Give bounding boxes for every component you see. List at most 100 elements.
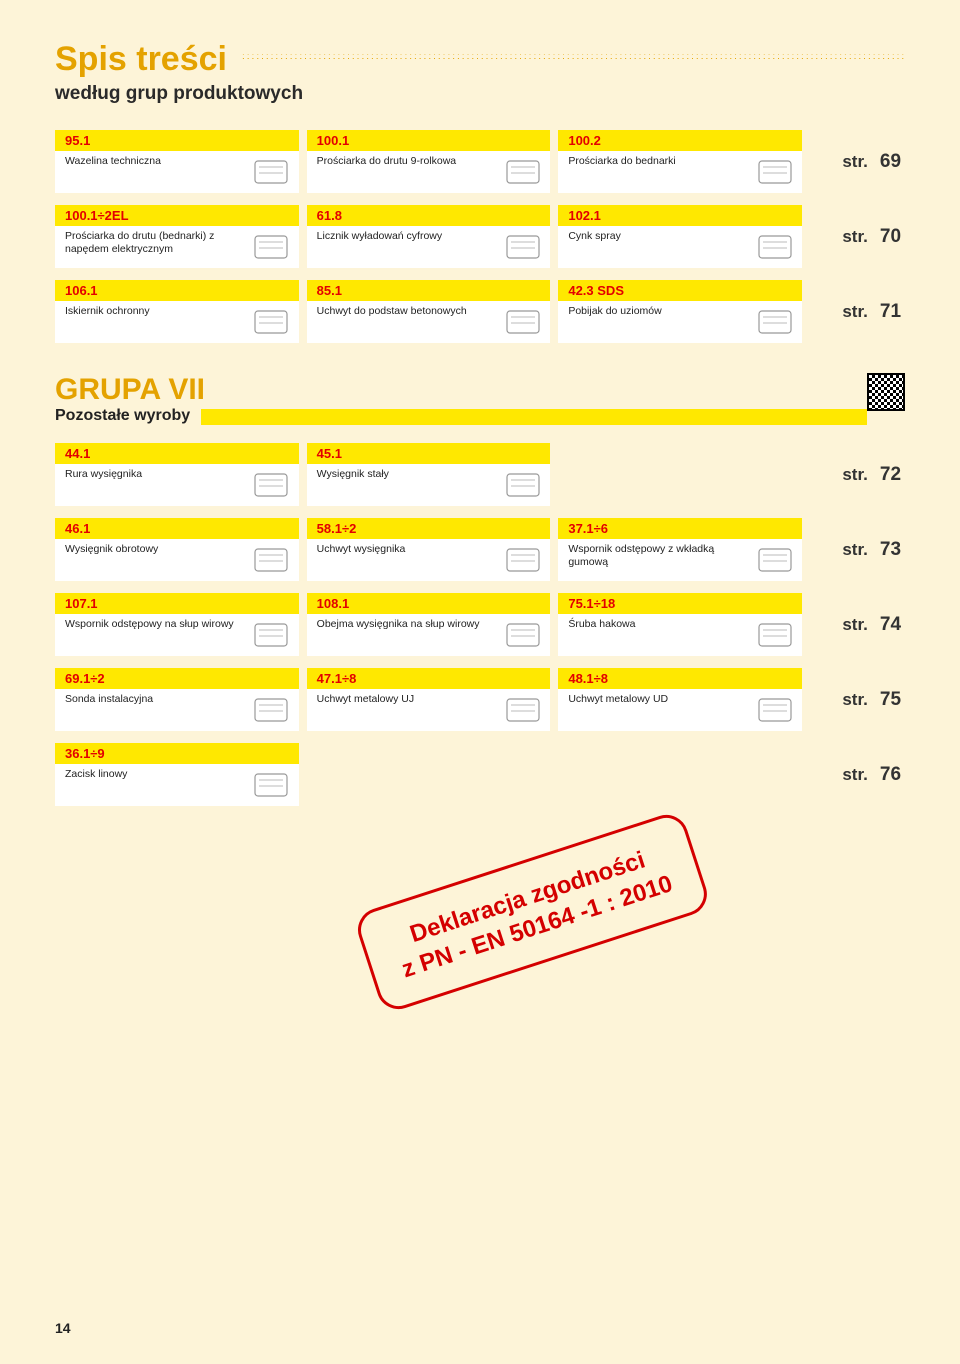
empty-cell [307, 743, 551, 806]
page-value: 74 [880, 614, 901, 636]
product-name: Licznik wyładowań cyfrowy [317, 230, 488, 243]
page-label: str. [842, 690, 868, 710]
product-body: Śruba hakowa [558, 614, 802, 656]
product-cell: 44.1Rura wysięgnika [55, 443, 299, 506]
product-body: Licznik wyładowań cyfrowy [307, 226, 551, 268]
product-cell: 95.1Wazelina techniczna [55, 130, 299, 193]
product-code: 69.1÷2 [55, 668, 299, 689]
product-icon [495, 301, 550, 343]
product-cell: 102.1 Cynk spray [558, 205, 802, 268]
page-reference: str.72 [810, 443, 905, 506]
page-number: 14 [55, 1320, 71, 1336]
page-reference: str.69 [810, 130, 905, 193]
page-reference: str. 75 [810, 668, 905, 731]
product-icon [495, 614, 550, 656]
product-name: Uchwyt wysięgnika [317, 543, 488, 556]
product-code: 106.1 [55, 280, 299, 301]
product-name: Obejma wysięgnika na słup wirowy [317, 618, 488, 631]
product-name: Śruba hakowa [568, 618, 739, 631]
product-icon [747, 301, 802, 343]
product-body: Cynk spray [558, 226, 802, 268]
empty-cell [558, 443, 802, 506]
product-name: Uchwyt metalowy UD [568, 693, 739, 706]
product-name: Wysięgnik stały [317, 468, 488, 481]
product-icon [244, 301, 299, 343]
page-label: str. [842, 227, 868, 247]
product-cell: 100.2 Prościarka do bednarki [558, 130, 802, 193]
page-value: 71 [880, 301, 901, 323]
page-value: 75 [880, 689, 901, 711]
product-icon [747, 539, 802, 581]
product-code: 46.1 [55, 518, 299, 539]
page-reference: str. 74 [810, 593, 905, 656]
product-icon [495, 151, 550, 193]
product-name: Wspornik odstępowy na słup wirowy [65, 618, 236, 631]
empty-cell [558, 743, 802, 806]
product-code: 102.1 [558, 205, 802, 226]
product-icon [244, 226, 299, 268]
product-name: Wspornik odstępowy z wkładką gumową [568, 543, 739, 568]
product-name: Rura wysięgnika [65, 468, 236, 481]
product-row: 107.1Wspornik odstępowy na słup wirowy10… [55, 593, 905, 656]
product-cell: 48.1÷8Uchwyt metalowy UD [558, 668, 802, 731]
product-row: 69.1÷2Sonda instalacyjna 47.1÷8 Uchwyt met… [55, 668, 905, 731]
qr-code-icon [867, 373, 905, 411]
product-name: Prościarka do drutu 9-rolkowa [317, 155, 488, 168]
product-body: Wysięgnik obrotowy [55, 539, 299, 581]
product-body: Pobijak do uziomów [558, 301, 802, 343]
product-row: 95.1Wazelina techniczna100.1Prościarka d… [55, 130, 905, 193]
product-icon [244, 614, 299, 656]
page-value: 73 [880, 539, 901, 561]
product-code: 75.1÷18 [558, 593, 802, 614]
product-body: Prościarka do drutu (bednarki) z napędem… [55, 226, 299, 268]
product-cell: 108.1 Obejma wysięgnika na słup wirowy [307, 593, 551, 656]
product-cell: 42.3 SDSPobijak do uziomów [558, 280, 802, 343]
product-body: Wspornik odstępowy z wkładką gumową [558, 539, 802, 581]
product-cell: 69.1÷2Sonda instalacyjna [55, 668, 299, 731]
product-cell: 107.1Wspornik odstępowy na słup wirowy [55, 593, 299, 656]
product-icon [747, 151, 802, 193]
product-body: Zacisk linowy [55, 764, 299, 806]
page-label: str. [842, 540, 868, 560]
declaration-stamp: Deklaracja zgodności z PN - EN 50164 -1 … [352, 809, 712, 1015]
page-label: str. [842, 465, 868, 485]
product-code: 108.1 [307, 593, 551, 614]
page-reference: str.76 [810, 743, 905, 806]
page-reference: str.71 [810, 280, 905, 343]
product-name: Pobijak do uziomów [568, 305, 739, 318]
product-name: Iskiernik ochronny [65, 305, 236, 318]
page-label: str. [842, 765, 868, 785]
product-cell: 61.8 Licznik wyładowań cyfrowy [307, 205, 551, 268]
page-reference: str. 73 [810, 518, 905, 581]
product-name: Prościarka do bednarki [568, 155, 739, 168]
product-body: Uchwyt metalowy UJ [307, 689, 551, 731]
product-cell: 75.1÷18 Śruba hakowa [558, 593, 802, 656]
product-code: 100.2 [558, 130, 802, 151]
product-icon [495, 226, 550, 268]
product-cell: 100.1Prościarka do drutu 9-rolkowa [307, 130, 551, 193]
group-subtitle: Pozostałe wyroby [55, 407, 205, 425]
page-value: 70 [880, 226, 901, 248]
product-icon [495, 464, 550, 506]
product-name: Cynk spray [568, 230, 739, 243]
product-code: 100.1÷2EL [55, 205, 299, 226]
product-cell: 58.1÷2Uchwyt wysięgnika [307, 518, 551, 581]
product-cell: 36.1÷9Zacisk linowy [55, 743, 299, 806]
product-body: Obejma wysięgnika na słup wirowy [307, 614, 551, 656]
product-name: Uchwyt metalowy UJ [317, 693, 488, 706]
product-icon [244, 464, 299, 506]
product-code: 36.1÷9 [55, 743, 299, 764]
page-value: 69 [880, 151, 901, 173]
product-body: Wspornik odstępowy na słup wirowy [55, 614, 299, 656]
product-row: 44.1Rura wysięgnika45.1Wysięgnik stały st… [55, 443, 905, 506]
main-title: Spis treści [55, 40, 227, 79]
product-cell: 46.1Wysięgnik obrotowy [55, 518, 299, 581]
product-cell: 47.1÷8 Uchwyt metalowy UJ [307, 668, 551, 731]
product-cell: 37.1÷6Wspornik odstępowy z wkładką gumow… [558, 518, 802, 581]
product-cell: 45.1Wysięgnik stały [307, 443, 551, 506]
product-icon [244, 539, 299, 581]
product-body: Iskiernik ochronny [55, 301, 299, 343]
product-code: 61.8 [307, 205, 551, 226]
product-code: 47.1÷8 [307, 668, 551, 689]
page-label: str. [842, 615, 868, 635]
